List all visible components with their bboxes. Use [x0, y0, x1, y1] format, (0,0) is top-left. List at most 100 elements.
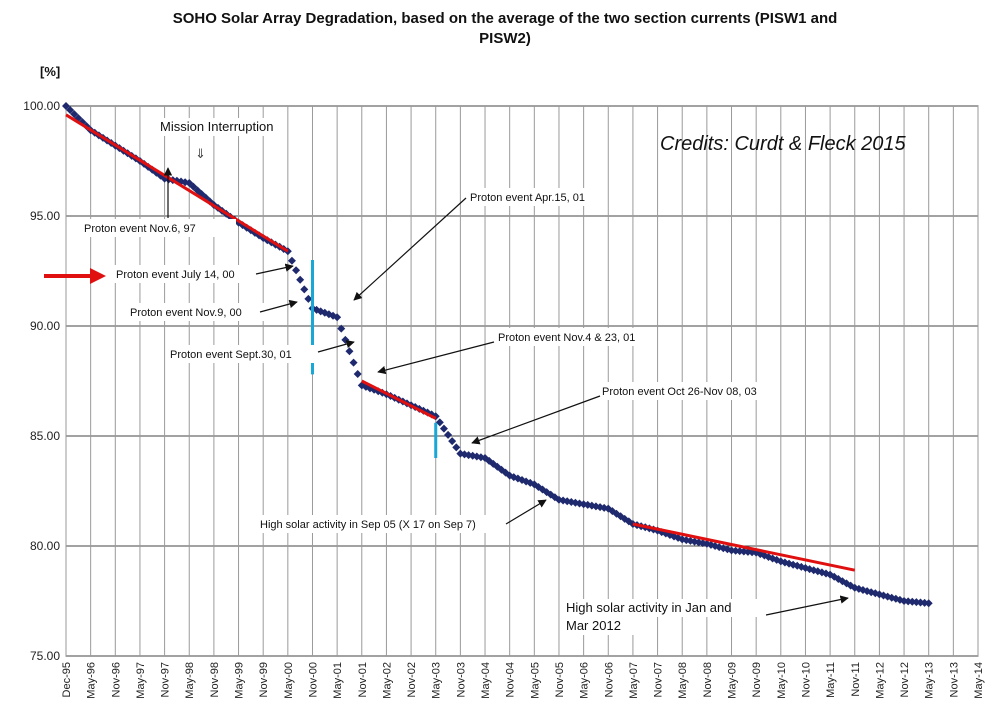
data-point — [448, 437, 457, 446]
annotation-proton-sept30-01: Proton event Sept.30, 01 — [170, 349, 292, 361]
trend-line — [65, 113, 289, 253]
annotation-proton-oct26-nov08-03: Proton event Oct 26-Nov 08, 03 — [602, 386, 757, 398]
y-tick-label: 85.00 — [30, 429, 60, 443]
chart-title-line1: SOHO Solar Array Degradation, based on t… — [172, 10, 838, 27]
x-tick-label: Nov-00 — [307, 662, 319, 697]
x-tick-label: Nov-05 — [554, 662, 566, 697]
y-tick-label: 80.00 — [30, 539, 60, 553]
x-tick-label: Nov-02 — [406, 662, 418, 697]
x-tick-label: Nov-07 — [653, 662, 665, 697]
x-tick-label: May-01 — [332, 662, 344, 699]
x-tick-label: Nov-12 — [899, 662, 911, 697]
data-point — [608, 507, 617, 516]
x-tick-label: Nov-06 — [603, 662, 615, 697]
trend-line — [361, 379, 437, 420]
x-tick-label: May-97 — [135, 662, 147, 699]
arrow-proton-july14-00 — [255, 263, 294, 275]
x-tick-label: Nov-01 — [357, 662, 369, 697]
data-point — [345, 347, 354, 356]
x-tick-label: May-96 — [86, 662, 98, 699]
trend-lines — [65, 113, 856, 572]
arrow-high-activity-sep05 — [505, 499, 547, 525]
x-tick-label: May-09 — [727, 662, 739, 699]
data-point — [924, 599, 933, 608]
annotation-proton-july14-00: Proton event July 14, 00 — [116, 269, 235, 281]
annotation-proton-nov9-00: Proton event Nov.9, 00 — [130, 307, 242, 319]
annotation-high-activity-2012-line2-bg — [562, 617, 634, 635]
mission-interruption-arrow-icon: ⇓ — [195, 146, 206, 161]
x-tick-label: May-04 — [480, 662, 492, 699]
annotation-mission-interruption: Mission Interruption — [160, 119, 273, 134]
x-tick-label: Nov-99 — [258, 662, 270, 697]
y-tick-label: 90.00 — [30, 319, 60, 333]
x-tick-label: Dec-95 — [61, 662, 73, 697]
arrow-proton-oct26-nov08-03 — [471, 395, 601, 445]
data-point — [62, 102, 70, 110]
y-axis-label: [%] — [40, 64, 61, 79]
annotations: Mission Interruption ⇓ Credits: Curdt & Fl… — [44, 118, 907, 635]
data-point — [300, 285, 309, 294]
x-tick-label: May-07 — [628, 662, 640, 699]
x-tick-label: May-99 — [234, 662, 246, 699]
arrow-high-activity-2012 — [765, 595, 849, 616]
x-tick-label: May-06 — [579, 662, 591, 699]
annotation-proton-apr15-01-bg — [466, 188, 586, 206]
data-point — [304, 294, 313, 303]
data-point — [66, 106, 75, 115]
data-point — [452, 443, 461, 452]
x-tick-label: Nov-13 — [948, 662, 960, 697]
annotation-high-activity-sep05-bg — [256, 515, 508, 533]
annotation-proton-nov9-00-bg — [126, 303, 266, 321]
arrow-proton-nov4-23-01 — [377, 341, 495, 375]
x-tick-label: May-12 — [874, 662, 886, 699]
x-tick-label: May-08 — [677, 662, 689, 699]
annotation-proton-july14-00-bg — [112, 265, 250, 283]
y-tick-label: 95.00 — [30, 209, 60, 223]
credits-label: Credits: Curdt & Fleck 2015 — [660, 133, 907, 155]
x-tick-label: May-13 — [924, 662, 936, 699]
x-tick-label: May-02 — [381, 662, 393, 699]
annotation-proton-oct26-nov08-03-bg — [598, 382, 778, 400]
arrow-proton-apr15-01 — [353, 197, 467, 301]
data-point — [337, 324, 346, 333]
data-point — [70, 110, 79, 119]
event-markers — [310, 260, 438, 458]
x-tick-label: Nov-03 — [455, 662, 467, 697]
data-point — [349, 358, 358, 367]
data-point — [444, 430, 453, 439]
trend-line — [632, 522, 856, 572]
data-point — [353, 370, 362, 379]
x-tick-label: May-03 — [431, 662, 443, 699]
x-tick-label: Nov-11 — [850, 662, 862, 697]
arrow-proton-sept30-01 — [317, 339, 355, 353]
highlight-arrow-icon — [90, 268, 106, 284]
data-point — [287, 256, 296, 265]
annotation-high-activity-2012-line2: Mar 2012 — [566, 618, 621, 633]
annotation-high-activity-sep05: High solar activity in Sep 05 (X 17 on S… — [260, 519, 476, 531]
annotation-high-activity-2012-line1: High solar activity in Jan and — [566, 600, 731, 615]
x-tick-label: Nov-96 — [110, 662, 122, 697]
annotation-proton-sept30-01-bg — [166, 345, 316, 363]
annotation-proton-nov4-23-01: Proton event Nov.4 & 23, 01 — [498, 332, 635, 344]
x-tick-label: May-98 — [184, 662, 196, 699]
data-point — [292, 266, 301, 275]
y-tick-label: 75.00 — [30, 649, 60, 663]
x-tick-label: May-11 — [825, 662, 837, 698]
x-tick-label: Nov-98 — [209, 662, 221, 697]
x-tick-labels: Dec-95 May-96 Nov-96 May-97 Nov-97 May-98 Nov-… — [61, 662, 985, 699]
arrow-proton-nov9-00 — [259, 299, 298, 313]
x-tick-label: Nov-04 — [505, 662, 517, 697]
x-tick-label: May-05 — [529, 662, 541, 699]
data-point — [435, 418, 444, 427]
data-point — [341, 335, 350, 344]
annotation-proton-nov6-97-bg — [80, 219, 236, 237]
annotation-mission-interruption-bg — [156, 118, 280, 136]
x-tick-label: May-00 — [283, 662, 295, 699]
annotation-proton-nov6-97: Proton event Nov.6, 97 — [84, 223, 196, 235]
data-point — [439, 424, 448, 433]
annotation-proton-apr15-01: Proton event Apr.15, 01 — [470, 192, 585, 204]
x-tick-label: Nov-09 — [751, 662, 763, 697]
data-point — [296, 275, 305, 284]
